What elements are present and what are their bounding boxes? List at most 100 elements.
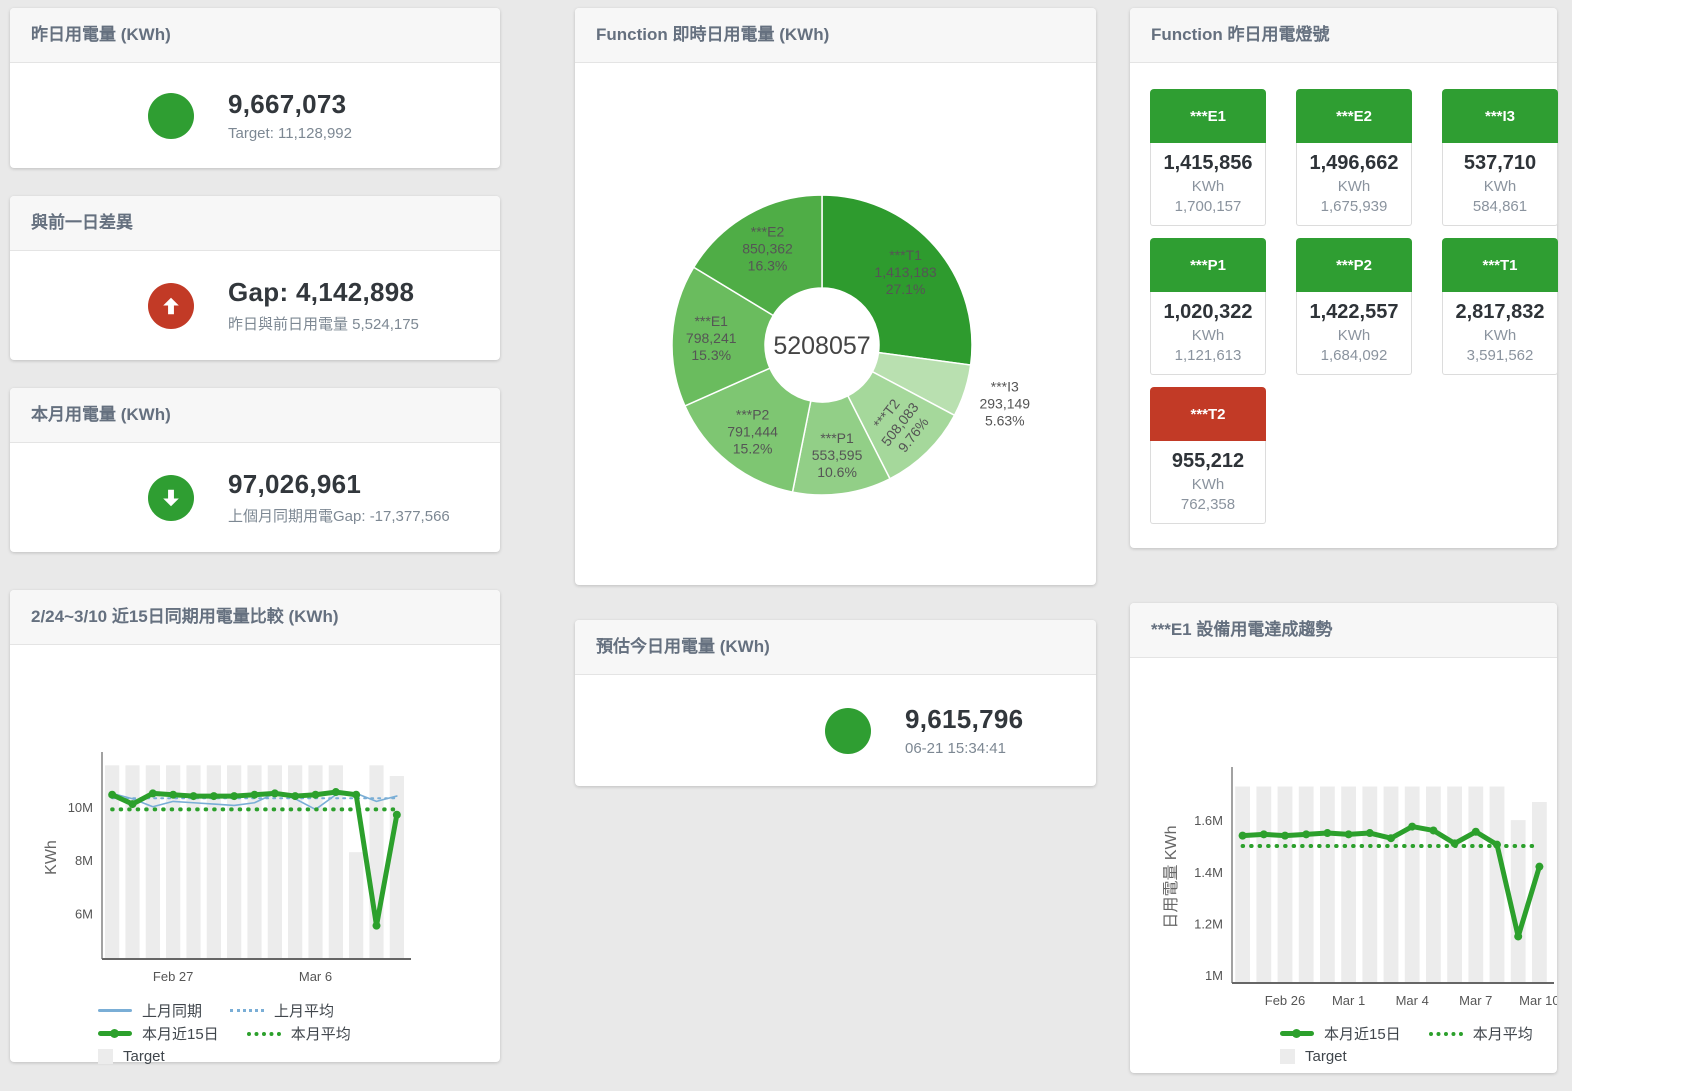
status-tile-value: 1,415,856 xyxy=(1163,152,1253,174)
status-tile[interactable]: ***I3 537,710 KWh 584,861 xyxy=(1442,89,1558,226)
series-point xyxy=(1365,829,1374,838)
x-tick-label: Mar 6 xyxy=(299,969,332,984)
target-bar xyxy=(1298,786,1314,983)
series-point xyxy=(1387,834,1395,843)
green-line-swatch-icon xyxy=(98,1029,132,1038)
arrow-down-icon xyxy=(148,474,194,521)
today-estimate-timestamp: 06-21 15:34:41 xyxy=(905,740,1006,757)
status-tile-target: 3,591,562 xyxy=(1466,347,1534,364)
green-line-swatch-icon xyxy=(1280,1029,1314,1038)
series-point xyxy=(189,792,198,801)
legend-label: Target xyxy=(1305,1048,1347,1065)
target-bar xyxy=(369,765,384,959)
legend-item[interactable]: Target xyxy=(1280,1048,1347,1065)
compare-chart-legend: 上月同期 上月平均本月近15日 本月平均 Target xyxy=(98,1000,500,1067)
x-tick-label: Mar 7 xyxy=(1459,993,1492,1008)
donut-slice-label: ***T2508,0839.76% xyxy=(865,389,936,460)
target-bar xyxy=(1489,786,1505,983)
donut-slice-P2[interactable] xyxy=(683,367,812,493)
status-tile-target: 1,121,613 xyxy=(1174,347,1242,364)
target-bar xyxy=(1447,786,1463,983)
series-point xyxy=(1302,830,1311,839)
card-title: Function 昨日用電燈號 xyxy=(1130,8,1557,63)
card-15day-compare-chart: 2/24~3/10 近15日同期用電量比較 (KWh) 6M 8M 10M KWh Fe… xyxy=(10,590,500,1065)
card-realtime-donut: Function 即時日用電量 (KWh) ***T1 1,413,183 27.1… xyxy=(575,8,1096,585)
status-tile-target: 1,700,157 xyxy=(1174,198,1242,215)
compare-chart[interactable]: 6M 8M 10M KWh Feb 27 Mar 6 xyxy=(10,645,500,995)
donut-center-total: 5208057 xyxy=(773,332,870,360)
series-point xyxy=(1323,829,1332,838)
legend-item[interactable]: Target xyxy=(98,1048,165,1065)
card-e1-trend-chart: ***E1 設備用電達成趨勢 1M 1.2M 1.4M 1.6M 日用電量 KWh Feb… xyxy=(1130,603,1560,1073)
status-tile-name: ***P2 xyxy=(1296,238,1412,292)
status-tile[interactable]: ***T2 955,212 KWh 762,358 xyxy=(1150,387,1266,524)
x-tick-label: Feb 26 xyxy=(1265,993,1305,1008)
today-estimate-value: 9,615,796 xyxy=(905,704,1024,734)
target-bar xyxy=(1341,786,1357,983)
series-point xyxy=(128,800,137,809)
status-tile-target: 1,675,939 xyxy=(1320,198,1388,215)
x-tick-label: Feb 27 xyxy=(153,969,193,984)
trend-chart-legend: 本月近15日 本月平均 Target xyxy=(1280,1023,1557,1067)
status-tile-name: ***E2 xyxy=(1296,89,1412,143)
status-tile-target: 762,358 xyxy=(1180,496,1236,513)
status-tile-grid: ***E1 1,415,856 KWh 1,700,157 ***E2 1,496,662… xyxy=(1130,63,1558,524)
status-tile-unit: KWh xyxy=(1337,178,1371,195)
status-tile[interactable]: ***T1 2,817,832 KWh 3,591,562 xyxy=(1442,238,1558,375)
card-yesterday-usage: 昨日用電量 (KWh) 9,667,073 Target: 11,128,992 xyxy=(10,8,500,168)
status-tile-target: 1,684,092 xyxy=(1320,347,1388,364)
status-tile[interactable]: ***P1 1,020,322 KWh 1,121,613 xyxy=(1150,238,1266,375)
target-bar xyxy=(1319,786,1335,983)
status-tile-value: 1,496,662 xyxy=(1309,152,1399,174)
legend-item[interactable]: 本月平均 xyxy=(1428,1023,1533,1044)
legend-item[interactable]: 本月平均 xyxy=(246,1023,351,1044)
status-tile-unit: KWh xyxy=(1191,476,1225,493)
status-tile-name: ***E1 xyxy=(1150,89,1266,143)
target-bar xyxy=(1256,786,1272,983)
series-point xyxy=(148,789,157,798)
legend-item[interactable]: 本月近15日 xyxy=(1280,1023,1401,1044)
month-usage-value: 97,026,961 xyxy=(228,469,362,499)
trend-chart[interactable]: 1M 1.2M 1.4M 1.6M 日用電量 KWh Feb 26 Mar 1 Mar 4 Ma… xyxy=(1130,658,1560,1018)
target-bar xyxy=(186,765,201,959)
donut-slice-label: ***P2 791,444 15.2% xyxy=(727,407,778,457)
donut-slice-T1[interactable] xyxy=(821,194,973,366)
x-tick-label: Mar 4 xyxy=(1396,993,1429,1008)
card-status-lights: Function 昨日用電燈號 ***E1 1,415,856 KWh 1,700,1… xyxy=(1130,8,1558,548)
status-tile[interactable]: ***E2 1,496,662 KWh 1,675,939 xyxy=(1296,89,1412,226)
status-tile[interactable]: ***E1 1,415,856 KWh 1,700,157 xyxy=(1150,89,1266,226)
series-point xyxy=(230,792,239,801)
legend-item[interactable]: 本月近15日 xyxy=(98,1023,219,1044)
card-month-usage: 本月用電量 (KWh) 97,026,961 上個月同期用電Gap: -17,3… xyxy=(10,388,500,552)
series-point xyxy=(311,790,320,799)
legend-item[interactable]: 上月同期 xyxy=(98,1000,202,1021)
donut-slice-E2[interactable] xyxy=(692,194,823,317)
status-tile-value: 955,212 xyxy=(1171,450,1245,472)
status-tile-unit: KWh xyxy=(1337,327,1371,344)
donut-slice-E1[interactable] xyxy=(671,266,775,407)
day-gap-value: Gap: 4,142,898 xyxy=(228,277,415,307)
day-gap-sub: 昨日與前日用電量 5,524,175 xyxy=(228,316,419,333)
target-bar xyxy=(1468,786,1484,983)
target-bar xyxy=(267,765,282,959)
legend-label: 上月同期 xyxy=(142,1003,203,1020)
target-bar xyxy=(145,765,160,959)
status-tile-value: 1,422,557 xyxy=(1309,301,1399,323)
series-point xyxy=(169,790,178,799)
status-tile-unit: KWh xyxy=(1191,327,1225,344)
y-tick-label: 1M xyxy=(1205,968,1223,983)
gray-box-swatch-icon xyxy=(1280,1049,1295,1064)
series-point xyxy=(1344,830,1353,839)
yesterday-usage-value: 9,667,073 xyxy=(228,89,347,119)
series-point xyxy=(392,810,401,819)
series-point xyxy=(1471,827,1480,836)
target-bar xyxy=(1235,786,1251,983)
legend-label: 上月平均 xyxy=(274,1003,335,1020)
legend-item[interactable]: 上月平均 xyxy=(230,1000,334,1021)
status-tile[interactable]: ***P2 1,422,557 KWh 1,684,092 xyxy=(1296,238,1412,375)
card-title: 昨日用電量 (KWh) xyxy=(10,8,500,63)
status-dot-icon xyxy=(148,92,194,139)
series-point xyxy=(270,789,279,798)
target-bar xyxy=(105,765,120,959)
donut-chart[interactable]: ***T1 1,413,183 27.1% ***I3 293,149 5.63% ***T… xyxy=(575,63,1096,583)
